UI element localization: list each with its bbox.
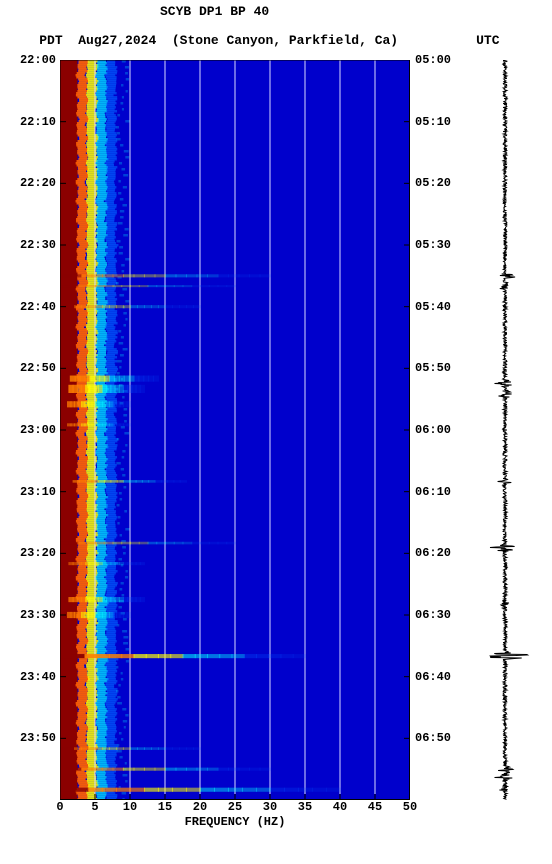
xtick-label: 50 [400,800,420,814]
ytick-right-label: 06:50 [415,731,451,745]
xtick-label: 25 [225,800,245,814]
xtick-label: 20 [190,800,210,814]
spectrogram-plot [60,60,410,800]
ytick-right-label: 05:00 [415,53,451,67]
xtick-label: 40 [330,800,350,814]
xtick-label: 15 [155,800,175,814]
ytick-right-label: 06:30 [415,608,451,622]
ytick-right-label: 06:00 [415,423,451,437]
xtick-label: 10 [120,800,140,814]
xtick-label: 0 [50,800,70,814]
spectrogram-canvas [60,60,410,800]
x-axis-label: FREQUENCY (HZ) [60,815,410,829]
ytick-left-label: 23:40 [6,670,56,684]
location-label: (Stone Canyon, Parkfield, Ca) [172,33,398,48]
tz-left-label: PDT [39,33,62,48]
ytick-left-label: 23:50 [6,731,56,745]
ytick-right-label: 05:20 [415,176,451,190]
xtick-label: 5 [85,800,105,814]
ytick-right-label: 05:40 [415,300,451,314]
ytick-right-label: 06:20 [415,546,451,560]
xtick-label: 35 [295,800,315,814]
ytick-left-label: 22:40 [6,300,56,314]
seismogram-canvas [475,60,535,800]
ytick-left-label: 22:30 [6,238,56,252]
xtick-label: 45 [365,800,385,814]
ytick-right-label: 05:30 [415,238,451,252]
ytick-left-label: 22:10 [6,115,56,129]
ytick-right-label: 05:50 [415,361,451,375]
title-station-line: SCYB DP1 BP 40 [160,4,269,19]
ytick-left-label: 22:20 [6,176,56,190]
seismogram-trace [475,60,535,800]
xtick-label: 30 [260,800,280,814]
ytick-left-label: 23:00 [6,423,56,437]
ytick-right-label: 06:40 [415,670,451,684]
ytick-right-label: 06:10 [415,485,451,499]
tz-right-label: UTC [476,33,499,48]
date-label: Aug27,2024 [78,33,156,48]
ytick-right-label: 05:10 [415,115,451,129]
ytick-left-label: 22:00 [6,53,56,67]
ytick-left-label: 23:20 [6,546,56,560]
ytick-left-label: 23:10 [6,485,56,499]
ytick-left-label: 23:30 [6,608,56,622]
ytick-left-label: 22:50 [6,361,56,375]
